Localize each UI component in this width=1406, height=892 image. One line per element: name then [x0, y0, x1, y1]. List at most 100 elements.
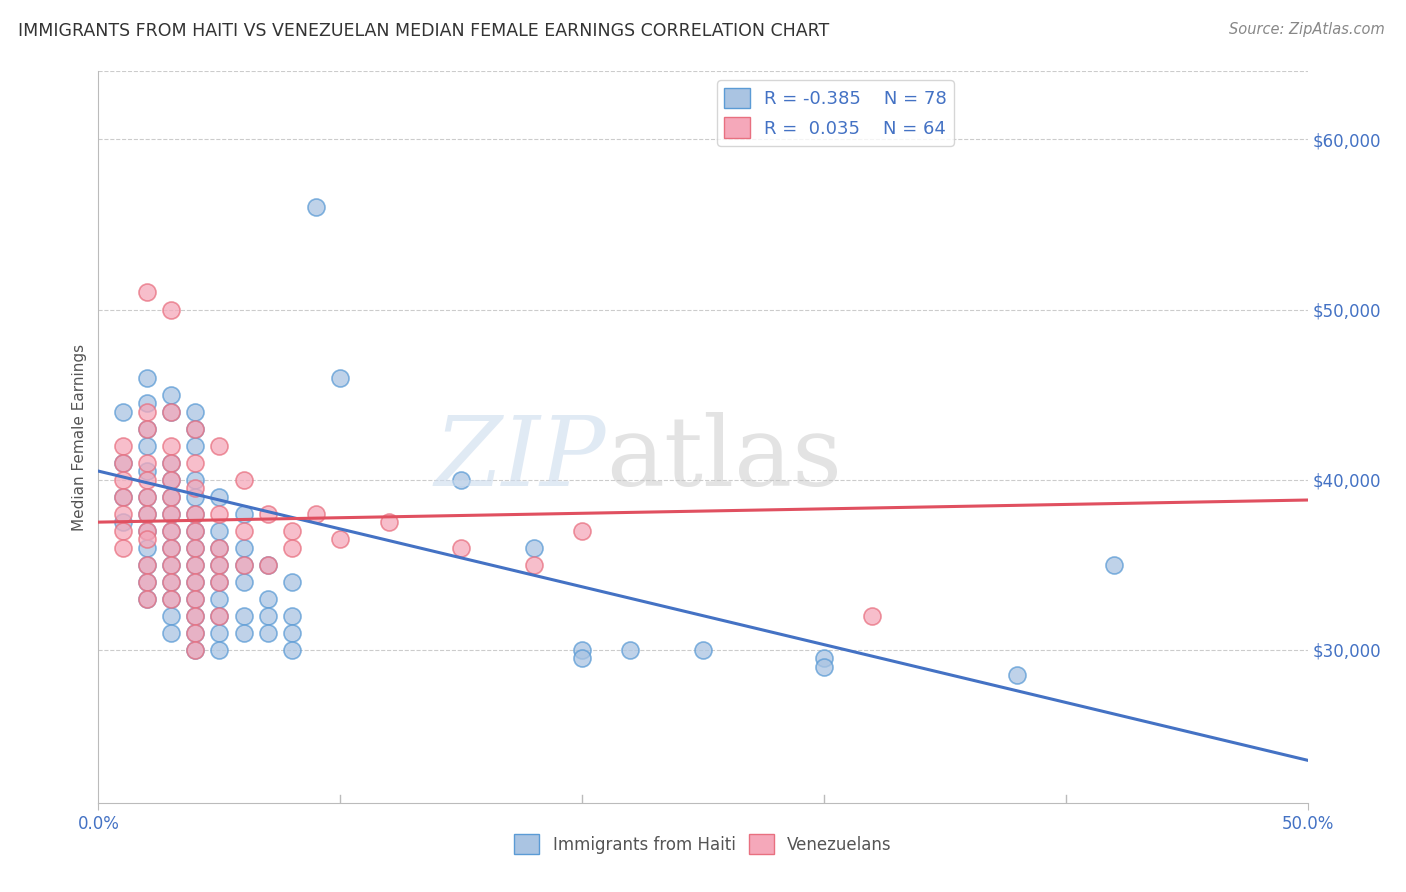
- Point: [184, 421, 207, 435]
- Point: [184, 591, 207, 606]
- Point: [135, 532, 157, 546]
- Point: [256, 558, 278, 572]
- Point: [571, 524, 593, 538]
- Point: [208, 558, 231, 572]
- Text: IMMIGRANTS FROM HAITI VS VENEZUELAN MEDIAN FEMALE EARNINGS CORRELATION CHART: IMMIGRANTS FROM HAITI VS VENEZUELAN MEDI…: [18, 22, 830, 40]
- Point: [232, 524, 254, 538]
- Point: [135, 473, 157, 487]
- Point: [184, 591, 207, 606]
- Point: [571, 642, 593, 657]
- Point: [184, 625, 207, 640]
- Point: [256, 591, 278, 606]
- Point: [160, 507, 183, 521]
- Point: [184, 507, 207, 521]
- Point: [111, 404, 134, 418]
- Point: [160, 456, 183, 470]
- Point: [135, 464, 157, 478]
- Point: [184, 490, 207, 504]
- Point: [160, 490, 183, 504]
- Point: [160, 574, 183, 589]
- Point: [135, 490, 157, 504]
- Point: [232, 558, 254, 572]
- Point: [184, 524, 207, 538]
- Point: [160, 574, 183, 589]
- Point: [256, 558, 278, 572]
- Point: [305, 507, 328, 521]
- Point: [208, 490, 231, 504]
- Point: [160, 473, 183, 487]
- Point: [232, 473, 254, 487]
- Point: [281, 625, 304, 640]
- Point: [184, 574, 207, 589]
- Point: [232, 574, 254, 589]
- Point: [208, 524, 231, 538]
- Point: [256, 608, 278, 623]
- Point: [184, 541, 207, 555]
- Point: [135, 507, 157, 521]
- Point: [184, 558, 207, 572]
- Point: [184, 456, 207, 470]
- Point: [160, 591, 183, 606]
- Point: [208, 608, 231, 623]
- Point: [208, 507, 231, 521]
- Point: [184, 473, 207, 487]
- Point: [184, 524, 207, 538]
- Point: [135, 285, 157, 300]
- Point: [135, 421, 157, 435]
- Point: [184, 541, 207, 555]
- Point: [135, 591, 157, 606]
- Point: [184, 574, 207, 589]
- Point: [619, 642, 641, 657]
- Point: [111, 439, 134, 453]
- Point: [1007, 668, 1029, 682]
- Point: [135, 456, 157, 470]
- Point: [160, 490, 183, 504]
- Point: [184, 439, 207, 453]
- Point: [232, 625, 254, 640]
- Point: [305, 201, 328, 215]
- Point: [208, 642, 231, 657]
- Point: [160, 456, 183, 470]
- Point: [281, 608, 304, 623]
- Point: [256, 507, 278, 521]
- Point: [135, 421, 157, 435]
- Point: [208, 574, 231, 589]
- Point: [135, 507, 157, 521]
- Point: [184, 481, 207, 495]
- Point: [208, 574, 231, 589]
- Point: [135, 524, 157, 538]
- Point: [160, 625, 183, 640]
- Point: [232, 541, 254, 555]
- Point: [450, 541, 472, 555]
- Legend: Immigrants from Haiti, Venezuelans: Immigrants from Haiti, Venezuelans: [508, 828, 898, 860]
- Point: [232, 558, 254, 572]
- Point: [813, 659, 835, 673]
- Y-axis label: Median Female Earnings: Median Female Earnings: [72, 343, 87, 531]
- Point: [135, 370, 157, 384]
- Point: [160, 473, 183, 487]
- Point: [135, 404, 157, 418]
- Text: ZIP: ZIP: [434, 412, 606, 506]
- Point: [281, 574, 304, 589]
- Point: [329, 532, 352, 546]
- Point: [111, 507, 134, 521]
- Point: [813, 651, 835, 665]
- Point: [160, 439, 183, 453]
- Point: [281, 524, 304, 538]
- Point: [111, 541, 134, 555]
- Point: [135, 396, 157, 410]
- Point: [523, 558, 546, 572]
- Point: [160, 558, 183, 572]
- Point: [160, 591, 183, 606]
- Point: [184, 558, 207, 572]
- Point: [184, 404, 207, 418]
- Point: [135, 591, 157, 606]
- Point: [256, 625, 278, 640]
- Point: [135, 574, 157, 589]
- Point: [208, 541, 231, 555]
- Point: [281, 642, 304, 657]
- Point: [860, 608, 883, 623]
- Point: [111, 456, 134, 470]
- Point: [160, 524, 183, 538]
- Point: [160, 404, 183, 418]
